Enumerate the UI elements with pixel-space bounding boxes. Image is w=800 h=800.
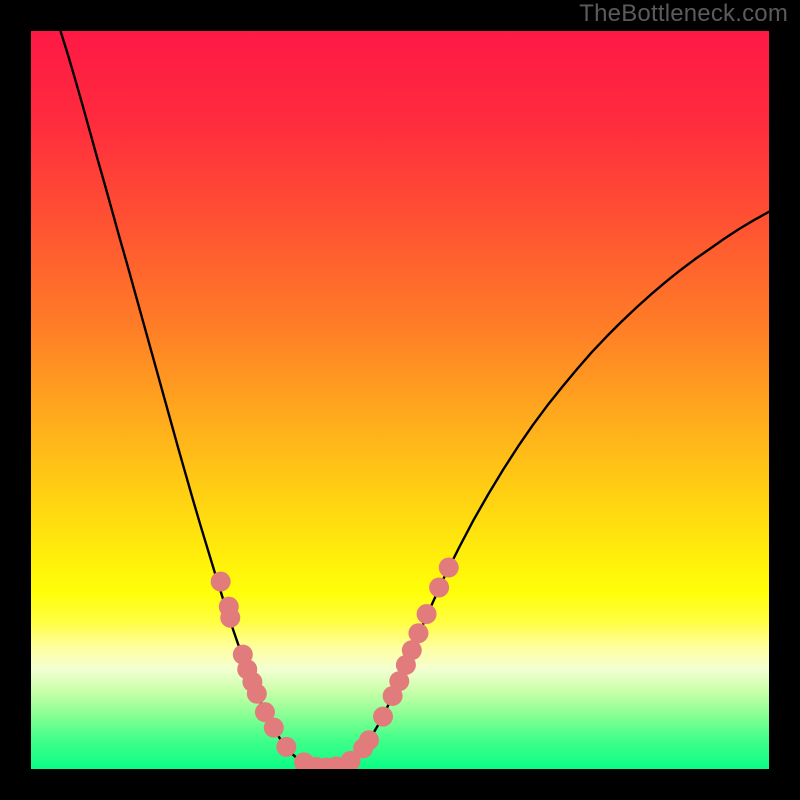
plot-svg <box>31 31 769 769</box>
scatter-point <box>247 684 267 704</box>
plot-area <box>31 31 769 769</box>
scatter-point <box>373 707 393 727</box>
scatter-point <box>417 604 437 624</box>
scatter-point <box>429 577 449 597</box>
stage: TheBottleneck.com <box>0 0 800 800</box>
scatter-point <box>408 623 428 643</box>
scatter-point <box>276 737 296 757</box>
scatter-point <box>220 608 240 628</box>
scatter-point <box>211 572 231 592</box>
watermark-text: TheBottleneck.com <box>579 0 788 28</box>
scatter-point <box>439 558 459 578</box>
scatter-point <box>359 730 379 750</box>
scatter-point <box>264 718 284 738</box>
